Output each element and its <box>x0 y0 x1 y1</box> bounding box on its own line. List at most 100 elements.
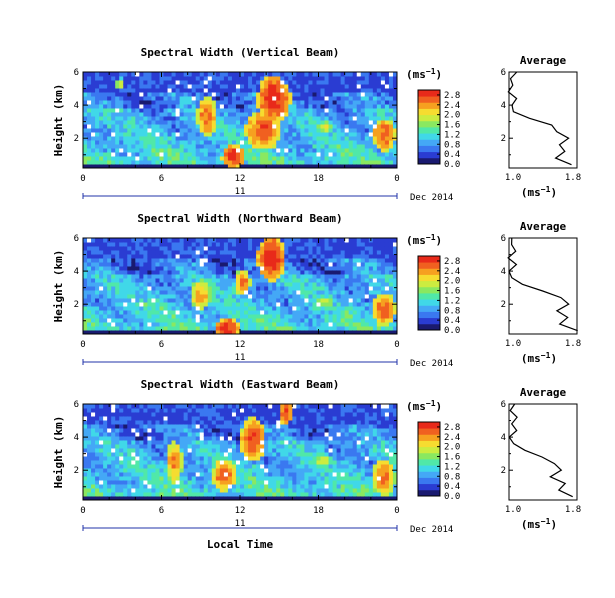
heatmap-cell <box>256 250 261 255</box>
heatmap-cell <box>280 302 285 307</box>
heatmap-cell <box>252 440 257 445</box>
heatmap-cell <box>388 92 394 97</box>
heatmap-cell <box>107 420 112 425</box>
heatmap-cell <box>155 124 160 129</box>
heatmap-cell <box>248 416 253 421</box>
heatmap-cell <box>211 242 217 247</box>
heatmap-cell <box>223 484 229 489</box>
heatmap-cell <box>219 88 225 93</box>
heatmap-cell <box>304 266 309 271</box>
heatmap-cell <box>380 152 386 157</box>
heatmap-cell <box>227 436 233 441</box>
heatmap-cell <box>187 250 193 255</box>
heatmap-cell <box>119 270 124 275</box>
heatmap-cell <box>111 246 116 251</box>
heatmap-cell <box>199 330 205 335</box>
heatmap-cell <box>95 88 100 93</box>
heatmap-cell <box>203 424 209 429</box>
heatmap-cell <box>139 128 144 133</box>
heatmap-cell <box>336 242 342 247</box>
heatmap-cell <box>244 144 249 149</box>
heatmap-cell <box>223 238 229 243</box>
heatmap-cell <box>384 326 390 331</box>
heatmap-cell <box>312 140 317 145</box>
heatmap-cell <box>211 290 217 295</box>
heatmap-cell <box>344 92 350 97</box>
heatmap-cell <box>179 164 185 169</box>
heatmap-cell <box>252 108 257 113</box>
heatmap-cell <box>272 132 277 137</box>
y-tick-label: 2 <box>74 300 79 310</box>
heatmap-cell <box>211 266 217 271</box>
heatmap-cell <box>276 160 281 165</box>
heatmap-cell <box>163 262 169 267</box>
heatmap-cell <box>199 120 205 125</box>
heatmap-cell <box>312 310 317 315</box>
heatmap-cell <box>223 116 229 121</box>
heatmap-cell <box>296 318 301 323</box>
heatmap-cell <box>244 286 249 291</box>
heatmap-cell <box>252 242 257 247</box>
heatmap-cell <box>155 104 160 109</box>
heatmap-cell <box>244 282 249 287</box>
heatmap-cell <box>332 322 338 327</box>
heatmap-cell <box>99 314 104 319</box>
heatmap-cell <box>340 254 346 259</box>
heatmap-cell <box>276 242 281 247</box>
heatmap-cell <box>392 238 398 243</box>
heatmap-cell <box>260 92 265 97</box>
heatmap-cell <box>252 270 257 275</box>
heatmap-cell <box>211 416 217 421</box>
heatmap-cell <box>107 132 112 137</box>
heatmap-cell <box>332 144 338 149</box>
heatmap-cell <box>332 326 338 331</box>
heatmap-cell <box>203 416 209 421</box>
heatmap-cell <box>288 270 293 275</box>
heatmap-cell <box>163 250 169 255</box>
heatmap-cell <box>248 164 253 169</box>
heatmap-cell <box>119 480 124 485</box>
heatmap-cell <box>99 444 104 449</box>
heatmap-cell <box>191 302 197 307</box>
colorbar-tick-label: 1.6 <box>444 121 460 131</box>
heatmap-cell <box>356 160 362 165</box>
heatmap-cell <box>320 148 326 153</box>
heatmap-cell <box>115 310 120 315</box>
heatmap-cell <box>248 432 253 437</box>
colorbar-swatch <box>418 114 440 122</box>
heatmap-cell <box>372 314 378 319</box>
heatmap-cell <box>159 160 165 165</box>
heatmap-cell <box>179 262 185 267</box>
heatmap-cell <box>195 92 201 97</box>
heatmap-cell <box>376 96 382 101</box>
heatmap-cell <box>203 108 209 113</box>
heatmap-cell <box>284 148 289 153</box>
heatmap-cell <box>163 238 169 243</box>
heatmap-cell <box>147 132 152 137</box>
heatmap-cell <box>123 140 128 145</box>
heatmap-cell <box>244 404 249 409</box>
heatmap-cell <box>244 116 249 121</box>
heatmap-cell <box>175 88 181 93</box>
heatmap-cell <box>199 456 205 461</box>
heatmap-cell <box>248 92 253 97</box>
heatmap-cell <box>392 266 398 271</box>
heatmap-cell <box>288 322 293 327</box>
heatmap-cell <box>352 302 358 307</box>
heatmap-cell <box>328 92 334 97</box>
heatmap-cell <box>167 250 173 255</box>
heatmap-cell <box>99 88 104 93</box>
heatmap-cell <box>352 258 358 263</box>
heatmap-cell <box>264 80 269 85</box>
heatmap-cell <box>203 140 209 145</box>
heatmap-cell <box>207 326 213 331</box>
heatmap-cell <box>183 156 189 161</box>
heatmap-cell <box>191 310 197 315</box>
heatmap-cell <box>111 416 116 421</box>
heatmap-cell <box>139 136 144 141</box>
heatmap-cell <box>340 250 346 255</box>
average-line <box>507 71 572 166</box>
heatmap-cell <box>231 488 237 493</box>
heatmap-cell <box>191 246 197 251</box>
heatmap-cell <box>83 96 88 101</box>
